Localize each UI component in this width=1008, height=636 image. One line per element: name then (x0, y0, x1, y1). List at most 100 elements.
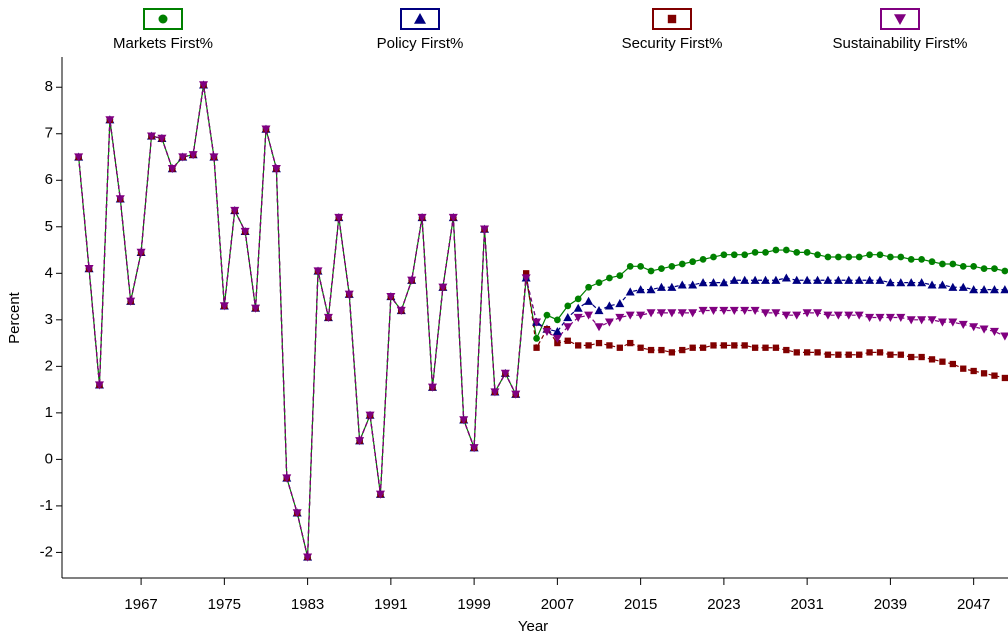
marker (375, 490, 385, 499)
marker (781, 273, 791, 282)
x-tick-label: 2015 (624, 596, 657, 613)
marker (407, 276, 417, 285)
marker (708, 278, 718, 287)
marker (741, 342, 748, 349)
marker (585, 283, 592, 291)
marker (637, 262, 645, 270)
y-axis-label: Percent (6, 291, 23, 344)
marker (575, 342, 582, 349)
marker (554, 316, 561, 324)
marker (781, 311, 791, 320)
series-line (78, 84, 1006, 558)
marker (761, 275, 771, 284)
y-tick-label: 5 (45, 218, 53, 235)
legend-marker (667, 14, 677, 24)
marker (523, 270, 530, 277)
marker (948, 282, 958, 291)
marker (762, 344, 769, 351)
marker (729, 306, 739, 316)
x-tick-label: 1999 (457, 596, 490, 613)
marker (708, 306, 718, 316)
marker (928, 258, 936, 266)
marker (595, 279, 603, 286)
marker (772, 344, 780, 351)
marker (656, 282, 666, 291)
x-tick-label: 2031 (790, 596, 823, 613)
marker (960, 365, 967, 372)
marker (908, 353, 915, 361)
marker (917, 316, 927, 325)
marker (771, 309, 781, 318)
marker (552, 326, 562, 336)
marker (178, 153, 188, 162)
marker (688, 280, 698, 289)
marker (969, 285, 979, 294)
marker (365, 411, 375, 420)
marker (814, 251, 821, 259)
marker (875, 313, 885, 322)
marker (615, 313, 625, 322)
marker (949, 260, 957, 268)
marker (823, 275, 833, 284)
marker (710, 253, 717, 261)
marker (604, 318, 614, 327)
marker (731, 342, 738, 349)
marker (688, 309, 698, 318)
legend-label: Sustainability First% (832, 35, 967, 52)
marker (980, 370, 988, 377)
marker (844, 275, 854, 284)
marker (918, 353, 925, 361)
marker (656, 309, 666, 318)
marker (720, 342, 728, 349)
marker (606, 342, 613, 349)
marker (594, 306, 604, 315)
legend-label: Markets First% (113, 35, 213, 52)
marker (646, 309, 656, 318)
marker (835, 351, 842, 358)
marker (563, 313, 573, 322)
marker (958, 282, 968, 291)
series-line (78, 84, 1005, 558)
marker (1001, 267, 1008, 275)
marker (865, 313, 875, 322)
marker (750, 306, 760, 316)
marker (678, 260, 686, 268)
marker (897, 253, 905, 261)
marker (937, 318, 947, 327)
marker (667, 282, 677, 291)
marker (949, 360, 956, 368)
marker (677, 280, 687, 289)
marker (928, 356, 936, 363)
marker (939, 260, 946, 268)
marker (459, 416, 469, 425)
marker (989, 327, 999, 336)
marker (937, 280, 947, 289)
marker (833, 311, 843, 320)
x-tick-label: 1991 (374, 596, 407, 613)
marker (730, 251, 738, 259)
x-tick-label: 2047 (957, 596, 990, 613)
marker (793, 349, 800, 356)
marker (875, 275, 885, 284)
marker (573, 313, 583, 322)
marker (584, 311, 594, 320)
marker (991, 265, 998, 273)
marker (833, 275, 843, 284)
marker (604, 301, 614, 310)
marker (803, 249, 811, 256)
x-tick-label: 2007 (541, 596, 574, 613)
y-tick-label: -2 (40, 543, 53, 560)
marker (844, 311, 854, 320)
marker (856, 351, 863, 358)
marker (751, 249, 759, 256)
marker (834, 253, 842, 261)
marker (209, 153, 219, 162)
y-tick-label: 2 (45, 357, 53, 374)
marker (751, 344, 759, 351)
marker (979, 285, 989, 294)
marker (699, 255, 707, 263)
marker (896, 313, 906, 322)
marker (720, 251, 728, 259)
